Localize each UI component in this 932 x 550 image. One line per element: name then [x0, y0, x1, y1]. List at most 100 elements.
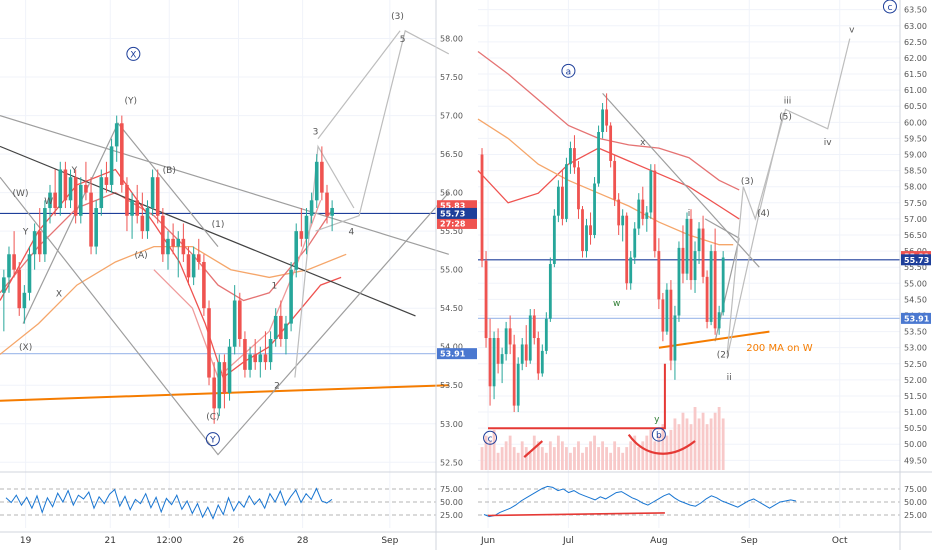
left-y-tick: 54.00	[440, 343, 463, 352]
left-candle-body	[2, 277, 6, 293]
right-volume-bar	[661, 424, 665, 470]
left-price-badge-label: 27:28	[440, 219, 466, 228]
left-candle-body	[186, 254, 191, 278]
left-candle-body	[212, 377, 216, 409]
right-volume-bar	[677, 424, 681, 470]
left-x-tick: 26	[233, 536, 245, 546]
left-price-badge-label: 53.91	[440, 350, 466, 359]
right-volume-bar	[709, 418, 713, 470]
left-candle-body	[304, 215, 309, 239]
right-y-tick: 50.00	[904, 440, 927, 449]
right-y-tick: 53.00	[904, 344, 927, 353]
right-volume-bar	[613, 441, 617, 470]
right-candle-body	[524, 344, 528, 361]
right-price-badge	[901, 254, 931, 266]
right-candle-body	[697, 228, 701, 252]
right-volume-bar	[492, 429, 496, 470]
right-trendline-wedge-top	[704, 218, 740, 239]
left-candle-body	[84, 184, 88, 193]
left-annotation: 1	[272, 282, 278, 292]
right-annotation-circle	[651, 427, 666, 442]
left-price-badge	[437, 207, 477, 219]
left-rsi-level-label: 25.00	[440, 511, 463, 520]
right-y-tick: 60.00	[904, 118, 927, 127]
right-volume-bar	[609, 452, 613, 470]
left-price-badge-label: 55.83	[440, 202, 465, 211]
right-volume-bar	[593, 435, 596, 470]
right-candle-body	[589, 225, 592, 235]
left-candle-body	[243, 339, 247, 370]
left-annotation: X	[130, 50, 136, 60]
left-annotation: Y	[71, 166, 78, 176]
left-candle-body	[207, 308, 211, 378]
left-candle-body	[232, 300, 237, 347]
right-ma-red-200	[477, 50, 740, 191]
left-price-badge	[437, 217, 477, 229]
right-volume-bar	[685, 418, 689, 470]
right-volume-bar	[629, 441, 633, 470]
right-candle-body	[665, 289, 669, 332]
right-candle-body	[629, 257, 633, 284]
right-candle-body	[653, 170, 657, 252]
right-candle-body	[540, 350, 544, 374]
right-bottom-arc	[627, 433, 696, 455]
right-candle-body	[721, 257, 725, 313]
left-candle-body	[181, 238, 186, 255]
right-volume-bar	[701, 412, 705, 470]
left-candle-body	[37, 231, 42, 255]
right-y-tick: 52.00	[904, 376, 927, 385]
left-candle-body	[22, 292, 27, 309]
right-volume-bar	[556, 435, 560, 470]
right-annotation-circle	[483, 430, 498, 445]
right-volume-bar	[689, 424, 693, 470]
left-candle-body	[63, 169, 68, 201]
right-annotation: c	[887, 3, 892, 13]
left-trendline-downtrend-dark	[0, 145, 416, 317]
right-y-tick: 60.50	[904, 102, 927, 111]
right-volume-bar	[544, 452, 548, 470]
right-candle-body	[516, 363, 520, 406]
right-annotation: (4)	[757, 209, 770, 219]
left-annotation: Y	[22, 228, 29, 238]
left-candle-body	[284, 323, 288, 340]
right-candle-body	[621, 215, 625, 226]
right-y-tick: 49.50	[904, 456, 927, 465]
right-candle-body	[681, 247, 685, 274]
right-candle-body	[504, 328, 508, 355]
left-y-tick: 55.00	[440, 266, 463, 275]
right-annotation: (2)	[717, 351, 730, 361]
right-annotation: 200 MA on W	[746, 343, 813, 354]
right-candle-body	[649, 170, 653, 213]
right-volume-bar	[577, 441, 580, 470]
right-annotation: w	[613, 299, 620, 309]
right-candle-body	[488, 338, 492, 387]
right-candle-body	[705, 276, 709, 322]
left-rsi-level-label: 50.00	[440, 498, 463, 507]
right-volume-bar	[653, 441, 657, 470]
left-candle-body	[114, 123, 119, 147]
right-candle-body	[661, 299, 665, 332]
left-candle-body	[73, 177, 78, 216]
right-candle-body	[641, 199, 645, 219]
left-price-badge	[437, 200, 477, 212]
left-annotation: 3	[313, 127, 319, 137]
left-price-badge-label: 55.73	[440, 209, 465, 218]
left-annotation: X	[56, 289, 62, 299]
left-candle-body	[279, 315, 283, 340]
left-candle-body	[268, 339, 273, 363]
left-candle-body	[43, 208, 47, 255]
right-volume-bar	[713, 412, 717, 470]
right-volume-bar	[721, 418, 725, 470]
left-x-tick: 12:00	[156, 536, 182, 546]
right-candle-body	[512, 344, 516, 406]
right-candle-body	[605, 109, 609, 126]
right-candle-body	[669, 289, 673, 361]
left-y-tick: 55.50	[440, 227, 463, 236]
right-y-tick: 62.00	[904, 54, 927, 63]
right-candle-body	[597, 131, 600, 184]
right-volume-bar	[536, 441, 540, 470]
right-annotation: v	[849, 25, 855, 35]
right-trendline-projection-far	[726, 112, 784, 358]
right-volume-bar	[488, 441, 492, 470]
right-annotation: y	[654, 415, 660, 425]
